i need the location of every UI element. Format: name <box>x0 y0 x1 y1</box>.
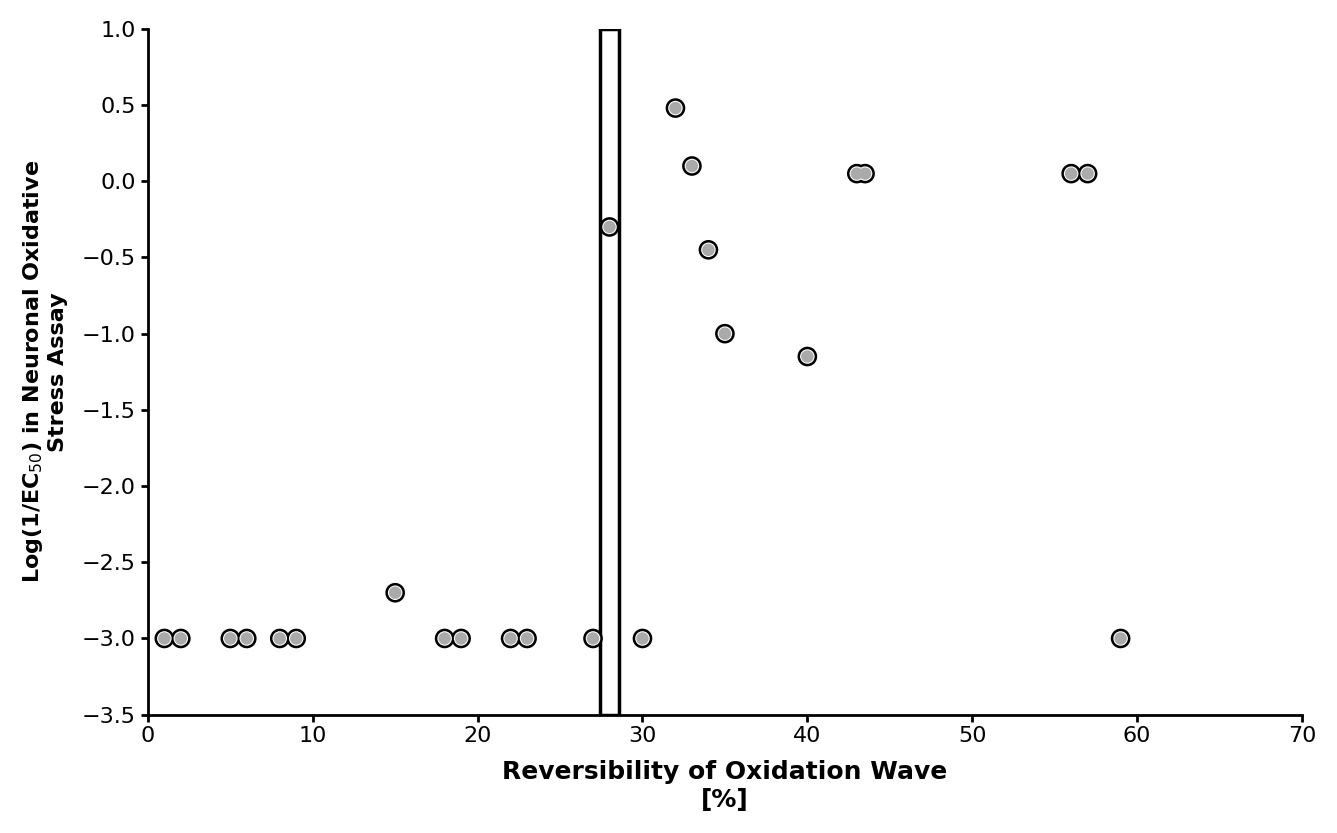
Point <box>500 631 521 645</box>
Point <box>219 631 241 645</box>
Point <box>516 631 537 645</box>
Point <box>1110 631 1131 645</box>
Point <box>854 167 876 180</box>
Point <box>500 631 521 645</box>
Point <box>500 631 521 645</box>
X-axis label: Reversibility of Oxidation Wave
[%]: Reversibility of Oxidation Wave [%] <box>503 761 948 812</box>
Point <box>797 350 818 363</box>
Point <box>846 167 868 180</box>
Point <box>632 631 654 645</box>
Point <box>286 631 308 645</box>
Point <box>516 631 537 645</box>
Point <box>846 167 868 180</box>
Point <box>435 631 456 645</box>
Point <box>682 159 703 172</box>
Point <box>599 220 620 233</box>
Point <box>269 631 290 645</box>
Y-axis label: Log(1/EC$_{50}$) in Neuronal Oxidative
Stress Assay: Log(1/EC$_{50}$) in Neuronal Oxidative S… <box>21 160 68 583</box>
Point <box>599 220 620 233</box>
Point <box>1110 631 1131 645</box>
Point <box>170 631 191 645</box>
Point <box>269 631 290 645</box>
Point <box>219 631 241 645</box>
Point <box>1076 167 1098 180</box>
Point <box>154 631 175 645</box>
Point <box>583 631 604 645</box>
Point <box>698 243 719 257</box>
Point <box>698 243 719 257</box>
Point <box>797 350 818 363</box>
Point <box>170 631 191 645</box>
Point <box>516 631 537 645</box>
Point <box>385 586 406 600</box>
Point <box>385 586 406 600</box>
Point <box>385 586 406 600</box>
Point <box>599 220 620 233</box>
Point <box>286 631 308 645</box>
Point <box>154 631 175 645</box>
Point <box>237 631 258 645</box>
Point <box>435 631 456 645</box>
Point <box>583 631 604 645</box>
Point <box>854 167 876 180</box>
Point <box>435 631 456 645</box>
Point <box>714 327 735 341</box>
Point <box>846 167 868 180</box>
Point <box>583 631 604 645</box>
Point <box>854 167 876 180</box>
Point <box>714 327 735 341</box>
Point <box>1076 167 1098 180</box>
Point <box>664 102 686 115</box>
Point <box>1060 167 1082 180</box>
Point <box>664 102 686 115</box>
Point <box>1060 167 1082 180</box>
Point <box>632 631 654 645</box>
Point <box>219 631 241 645</box>
Point <box>1110 631 1131 645</box>
Point <box>269 631 290 645</box>
Point <box>682 159 703 172</box>
Point <box>451 631 472 645</box>
Point <box>154 631 175 645</box>
Point <box>1076 167 1098 180</box>
Point <box>451 631 472 645</box>
Point <box>632 631 654 645</box>
Point <box>451 631 472 645</box>
Bar <box>599 29 619 715</box>
Point <box>664 102 686 115</box>
Point <box>714 327 735 341</box>
Point <box>237 631 258 645</box>
Point <box>797 350 818 363</box>
Point <box>682 159 703 172</box>
Point <box>170 631 191 645</box>
Point <box>698 243 719 257</box>
Point <box>237 631 258 645</box>
Point <box>1060 167 1082 180</box>
Point <box>286 631 308 645</box>
